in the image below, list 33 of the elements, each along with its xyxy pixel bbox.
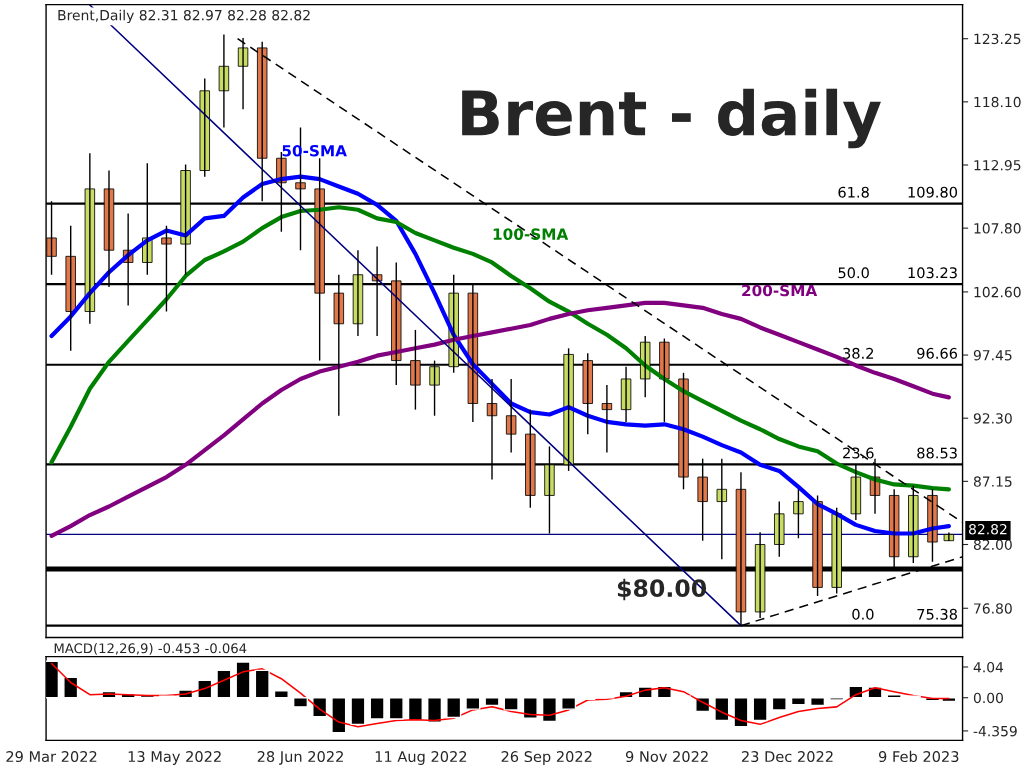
y-tick-label: 118.10 xyxy=(974,96,1021,108)
chart-subtitle: Brent,Daily 82.31 82.97 82.28 82.82 xyxy=(58,9,310,24)
ref-line-label: 0.0 75.38 xyxy=(852,608,957,620)
y-tick-label: 97.45 xyxy=(973,350,1012,361)
x-tick-label: 13 May 2022 xyxy=(128,751,221,765)
chart-title: MACD(12,26,9) -0.453 -0.064 xyxy=(54,643,247,655)
series-label: 200-SMA xyxy=(742,284,818,297)
ref-line-label: 23.6 88.53 xyxy=(843,447,957,459)
y-tick-label: 123.25 xyxy=(974,33,1021,45)
ref-line-label: 50.0 103.23 xyxy=(838,267,957,279)
y-tick-label: 4.04 xyxy=(973,661,1004,673)
y-tick-label: 107.80 xyxy=(974,223,1021,234)
y-tick-label: 87.15 xyxy=(973,476,1012,487)
y-tick-label: 92.30 xyxy=(973,413,1012,424)
x-tick-label: 29 Mar 2022 xyxy=(6,751,97,763)
x-tick-label: 9 Feb 2023 xyxy=(878,750,959,763)
y-tick-label: -4.359 xyxy=(973,725,1017,737)
x-tick-label: 28 Jun 2022 xyxy=(257,751,343,765)
x-tick-label: 26 Sep 2022 xyxy=(501,751,592,765)
y-tick-label: 82.00 xyxy=(973,539,1012,550)
series-label: 100-SMA xyxy=(493,228,569,240)
y-tick-label: 76.80 xyxy=(974,603,1012,614)
ref-line-label: 82.82 xyxy=(969,523,1007,535)
x-tick-label: 11 Aug 2022 xyxy=(375,751,467,765)
text: Brent - daily xyxy=(462,88,881,149)
ref-line-label: 61.8 109.80 xyxy=(838,186,958,198)
annotation: $80.00 xyxy=(617,578,707,601)
y-tick-label: 112.95 xyxy=(974,159,1021,171)
x-tick-label: 23 Dec 2022 xyxy=(741,751,833,763)
y-tick-label: 0.00 xyxy=(973,692,1003,704)
x-tick-label: 9 Nov 2022 xyxy=(625,751,708,763)
y-tick-label: 102.60 xyxy=(974,286,1021,298)
ref-line-label: 38.2 96.66 xyxy=(843,347,958,359)
